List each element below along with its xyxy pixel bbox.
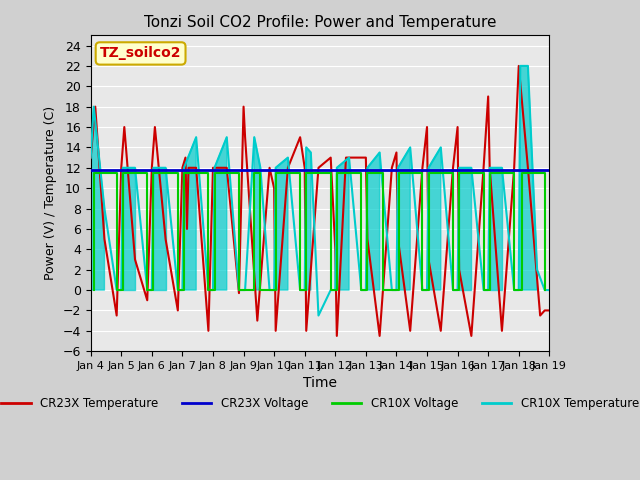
Y-axis label: Power (V) / Temperature (C): Power (V) / Temperature (C) bbox=[44, 106, 57, 280]
Legend: CR23X Temperature, CR23X Voltage, CR10X Voltage, CR10X Temperature: CR23X Temperature, CR23X Voltage, CR10X … bbox=[0, 392, 640, 415]
Title: Tonzi Soil CO2 Profile: Power and Temperature: Tonzi Soil CO2 Profile: Power and Temper… bbox=[144, 15, 496, 30]
X-axis label: Time: Time bbox=[303, 376, 337, 390]
Text: TZ_soilco2: TZ_soilco2 bbox=[100, 47, 181, 60]
